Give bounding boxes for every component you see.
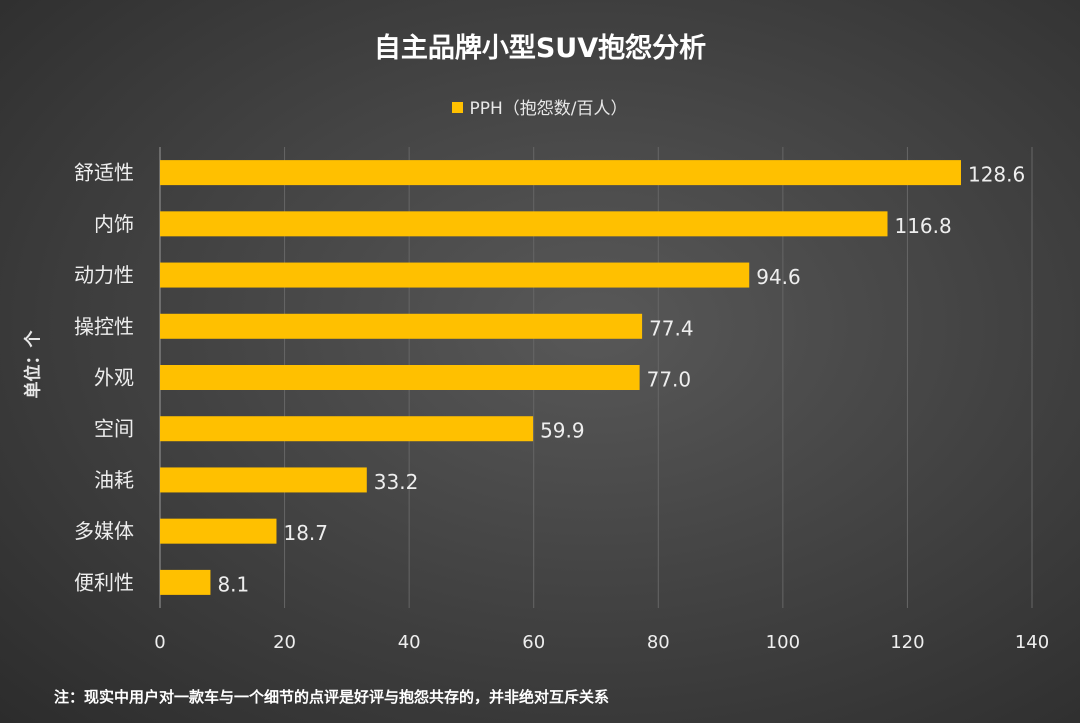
data-label: 33.2 <box>374 470 419 494</box>
data-label: 8.1 <box>217 572 249 596</box>
category-label: 舒适性 <box>74 161 134 185</box>
data-label: 77.4 <box>649 316 694 340</box>
category-label: 动力性 <box>74 263 134 287</box>
category-label: 外观 <box>94 366 134 390</box>
legend-swatch <box>452 101 464 113</box>
chart-title: 自主品牌小型SUV抱怨分析 <box>373 33 707 64</box>
data-label: 116.8 <box>894 214 951 238</box>
data-label: 77.0 <box>647 368 692 392</box>
bar <box>160 211 888 237</box>
data-label: 128.6 <box>968 163 1025 187</box>
bar <box>160 160 961 186</box>
bar <box>160 262 750 288</box>
bar <box>160 518 277 544</box>
x-tick-label: 40 <box>398 632 421 653</box>
x-tick-label: 100 <box>766 632 800 653</box>
bar <box>160 313 643 339</box>
category-label: 空间 <box>94 417 134 441</box>
x-tick-label: 120 <box>890 632 924 653</box>
x-tick-label: 20 <box>273 632 296 653</box>
data-label: 94.6 <box>756 265 801 289</box>
x-tick-label: 0 <box>154 632 165 653</box>
category-label: 内饰 <box>94 212 134 236</box>
category-label: 便利性 <box>74 570 134 594</box>
x-tick-label: 60 <box>522 632 545 653</box>
x-tick-label: 140 <box>1015 632 1049 653</box>
category-label: 多媒体 <box>74 519 134 543</box>
data-label: 18.7 <box>283 521 328 545</box>
footnote: 注：现实中用户对一款车与一个细节的点评是好评与抱怨共存的，并非绝对互斥关系 <box>54 688 610 706</box>
category-label: 油耗 <box>94 468 134 492</box>
data-label: 59.9 <box>540 419 585 443</box>
legend: PPH（抱怨数/百人） <box>0 94 1080 119</box>
bar <box>160 365 640 390</box>
bar <box>160 569 211 595</box>
bar <box>160 416 534 442</box>
bar <box>160 467 367 493</box>
legend-label: PPH（抱怨数/百人） <box>469 99 628 119</box>
category-label: 操控性 <box>74 314 134 338</box>
x-tick-label: 80 <box>647 632 670 653</box>
